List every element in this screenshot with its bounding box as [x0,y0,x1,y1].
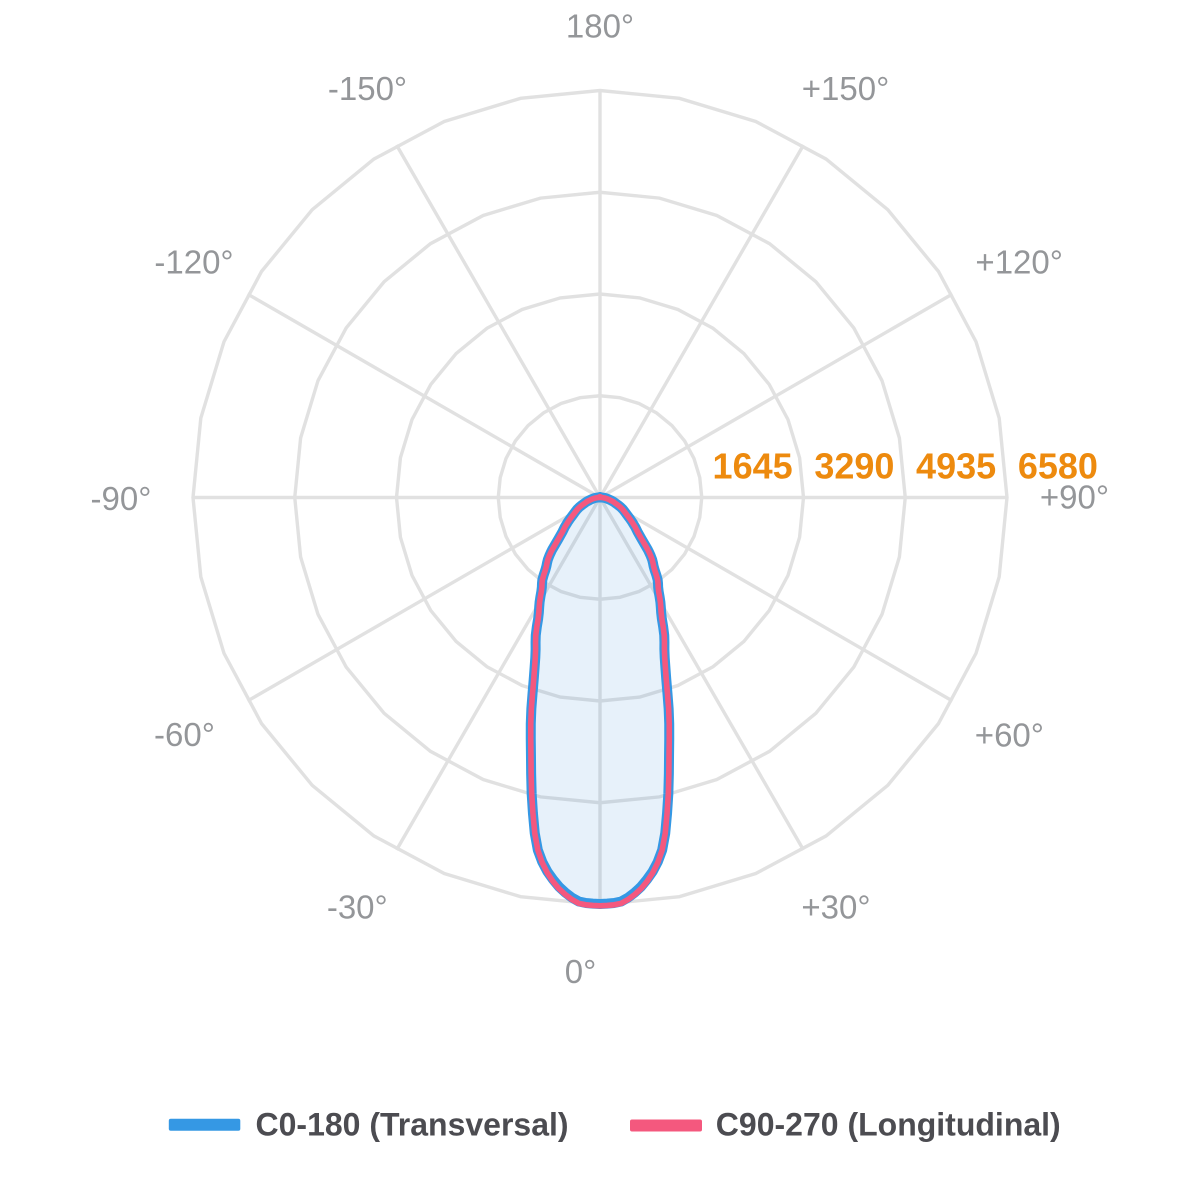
svg-text:-30°: -30° [327,888,388,925]
svg-text:180°: 180° [566,7,634,44]
svg-text:-90°: -90° [91,480,152,517]
svg-text:-120°: -120° [154,243,233,280]
svg-text:C0-180 (Transversal): C0-180 (Transversal) [256,1107,569,1143]
svg-text:+30°: +30° [801,889,870,926]
svg-text:+90°: +90° [1040,479,1109,516]
svg-text:4935: 4935 [916,446,996,487]
svg-text:-150°: -150° [328,70,407,107]
svg-text:1645: 1645 [713,446,793,487]
svg-text:-60°: -60° [154,716,215,753]
svg-text:+120°: +120° [975,244,1063,281]
svg-text:+60°: +60° [975,717,1044,754]
svg-text:3290: 3290 [814,446,894,487]
svg-text:+150°: +150° [802,70,890,107]
svg-text:C90-270 (Longitudinal): C90-270 (Longitudinal) [716,1107,1061,1143]
svg-text:6580: 6580 [1018,446,1098,487]
svg-text:0°: 0° [565,953,597,990]
